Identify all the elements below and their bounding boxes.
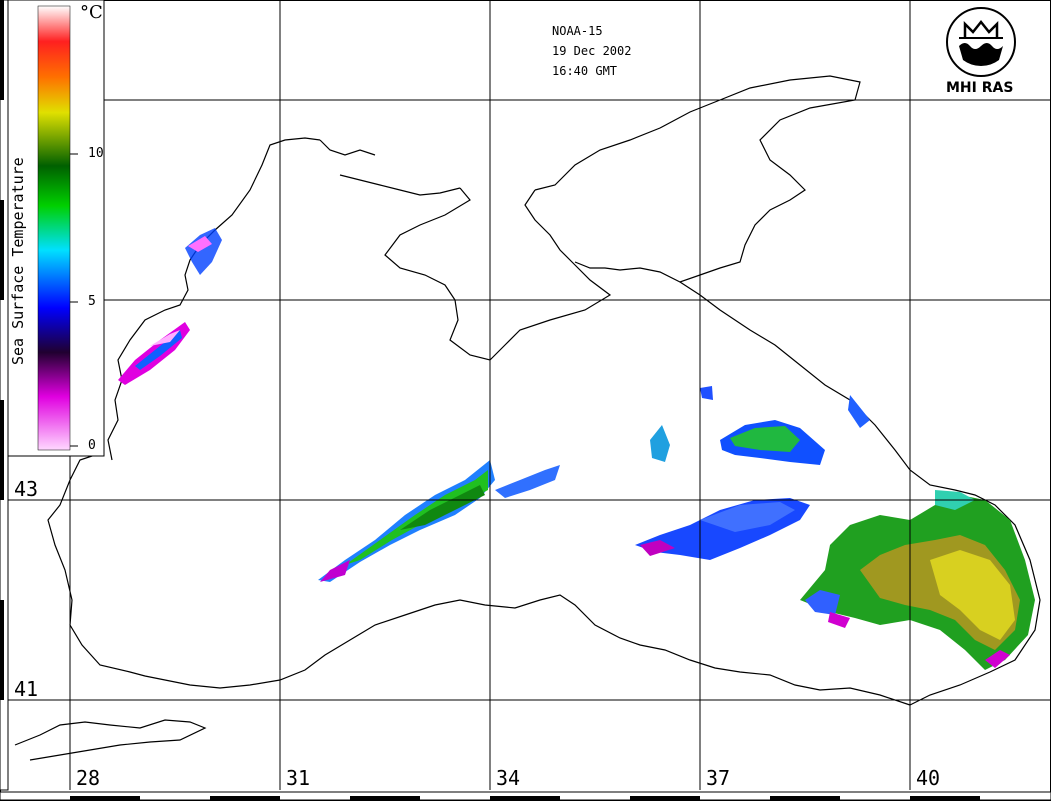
colorbar-panel (7, 0, 105, 457)
satellite-label: NOAA-15 (552, 24, 603, 38)
colorbar-tick: 10 (88, 146, 104, 161)
time-label: 16:40 GMT (552, 64, 618, 78)
mhi-ras-logo-icon (946, 7, 1016, 77)
colorbar-tick: 5 (88, 294, 96, 309)
bottom-scale (0, 791, 1051, 801)
coastline (14, 75, 1041, 761)
lon-label: 34 (496, 766, 521, 790)
lon-label: 40 (916, 766, 941, 790)
colorbar-gradient (37, 5, 71, 451)
lon-label: 28 (76, 766, 101, 790)
logo-text: MHI RAS (946, 80, 1014, 96)
colorbar-tick: 0 (88, 438, 96, 453)
date-label: 19 Dec 2002 (552, 44, 632, 58)
left-scale (0, 0, 9, 791)
colorbar-unit: °C (80, 2, 103, 23)
lat-label: 41 (14, 677, 39, 701)
colorbar-title: Sea Surface Temperature (9, 157, 27, 365)
lon-label: 37 (706, 766, 731, 790)
sst-patches (118, 228, 1035, 670)
lat-label: 43 (14, 477, 39, 501)
lon-label: 31 (286, 766, 311, 790)
